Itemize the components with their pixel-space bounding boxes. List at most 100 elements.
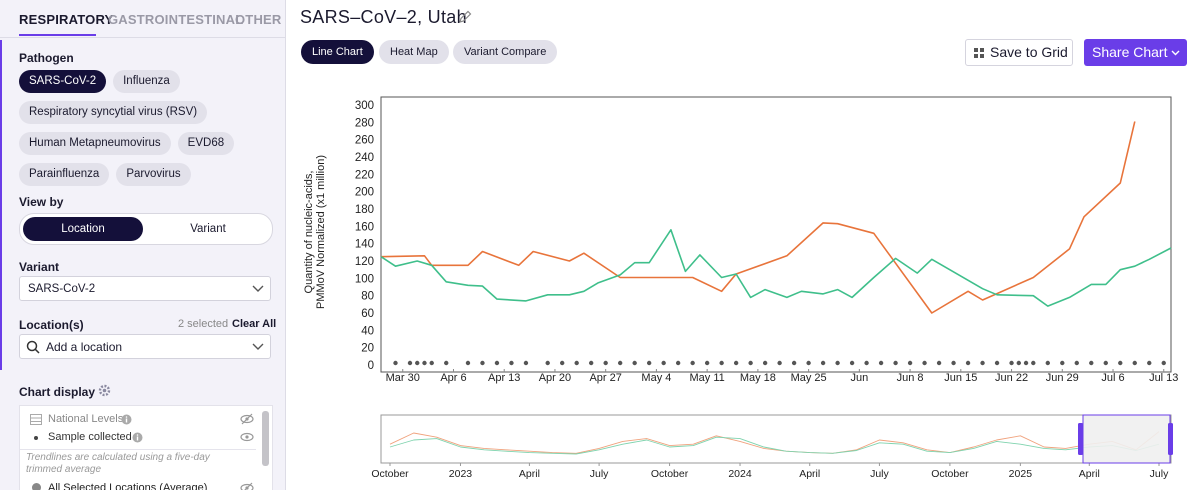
section-label: Pathogen [19, 51, 74, 65]
sample-dot [480, 360, 485, 366]
display-panel: National Levels Sample collected Trendli… [19, 405, 273, 490]
x-tick-label: Jul 13 [1149, 372, 1178, 384]
divider [0, 37, 285, 38]
button-text: Save to Grid [990, 44, 1068, 60]
series-line [389, 436, 1160, 455]
y-tick-label: 300 [355, 100, 374, 112]
brush-handle[interactable] [1078, 423, 1083, 455]
page-title: SARS–CoV–2, Utah [300, 7, 467, 27]
sample-dot [1161, 360, 1166, 366]
select-value: SARS-CoV-2 [28, 283, 96, 295]
sample-dot [922, 360, 927, 366]
chip[interactable]: EVD68 [177, 132, 235, 155]
display-item: Sample collected [48, 431, 132, 443]
plot-frame [380, 96, 1172, 373]
grid-icon [30, 414, 42, 425]
toggle-option[interactable]: Variant [190, 223, 226, 235]
sample-dot [719, 360, 724, 366]
sample-dot [951, 360, 956, 366]
x-tick-label: Mar 30 [386, 372, 420, 384]
chevron [252, 285, 264, 292]
edit-icon[interactable] [458, 10, 472, 24]
search-icon [26, 340, 40, 354]
section-label: Variant [19, 260, 60, 274]
x-tick-label: October [931, 468, 969, 480]
sample-dot [690, 360, 695, 366]
scrollbar [262, 411, 269, 466]
sidebar: RESPIRATORY GASTROINTESTINAL OTHER Patho… [0, 0, 286, 490]
divider [20, 449, 256, 450]
overview-frame [380, 414, 1172, 464]
sample-dot [494, 360, 500, 366]
y-tick-label: 220 [355, 169, 374, 181]
x-tick-label: May 25 [791, 372, 827, 384]
y-tick-label: 280 [355, 117, 374, 129]
tab-underline [19, 34, 96, 36]
x-tick-label: Apr 27 [589, 372, 621, 384]
chip[interactable]: Parvovirus [116, 163, 191, 186]
eye-icon[interactable] [240, 431, 254, 443]
y-axis-label: Quantity of nucleic-acids, [303, 171, 315, 294]
y-tick-label: 100 [355, 273, 374, 285]
sample-dot [422, 360, 427, 366]
y-tick-label: 40 [361, 325, 374, 337]
sample-dot [545, 360, 550, 366]
sample-dot [393, 360, 398, 366]
display-item: All Selected Locations (Average) [48, 482, 208, 490]
location-input[interactable]: Add a location [19, 334, 271, 359]
gear-icon[interactable] [98, 384, 111, 397]
chip[interactable]: Influenza [113, 70, 180, 93]
x-tick-label: October [371, 468, 409, 480]
y-tick-label: 140 [355, 239, 374, 251]
share-button[interactable]: Share Chart [1084, 39, 1187, 66]
sample-dot [849, 360, 855, 366]
sample-dot [806, 360, 811, 366]
chip[interactable]: SARS-CoV-2 [19, 70, 107, 93]
sample-dot [820, 360, 826, 366]
sample-dot [1074, 360, 1079, 366]
x-tick-label: May 4 [641, 372, 671, 384]
chart-type-button[interactable]: Variant Compare [453, 40, 558, 64]
chip[interactable]: Human Metapneumovirus [19, 132, 171, 155]
legend-dot [32, 483, 41, 490]
y-axis-label: PMMoV Normalized (x1 million) [315, 155, 327, 309]
sample-dot [465, 360, 471, 366]
x-tick-label: April [519, 468, 540, 480]
sample-dot [429, 360, 434, 366]
y-tick-label: 0 [368, 360, 374, 372]
toggle-option[interactable]: Location [23, 217, 143, 241]
chevron [252, 343, 264, 350]
y-tick-label: 20 [361, 343, 374, 355]
sample-dot [1045, 360, 1050, 366]
x-tick-label: July [1150, 468, 1169, 480]
sample-dot [1118, 360, 1123, 366]
x-tick-label: October [651, 468, 689, 480]
chart-type-button[interactable]: Heat Map [379, 40, 449, 64]
eye-off-icon[interactable] [240, 482, 254, 490]
placeholder: Add a location [46, 340, 123, 354]
chart-type-button[interactable]: Line Chart [301, 40, 374, 64]
tab[interactable]: OTHER [235, 12, 282, 27]
x-tick-label: Jun 8 [897, 372, 924, 384]
pathogen-chips: SARS-CoV-2 Influenza Respiratory syncyti… [19, 70, 271, 186]
eye-off-icon[interactable] [240, 413, 254, 425]
x-tick-label: Apr 20 [539, 372, 571, 384]
chip[interactable]: Parainfluenza [19, 163, 110, 186]
variant-select[interactable]: SARS-CoV-2 [19, 276, 271, 301]
button-text: Share Chart [1092, 44, 1168, 60]
accent-bar [0, 40, 2, 370]
x-tick-label: April [1079, 468, 1100, 480]
save-button[interactable]: Save to Grid [965, 39, 1073, 66]
section-label: Chart display [19, 385, 96, 399]
sample-dot [1089, 360, 1094, 366]
chip[interactable]: Respiratory syncytial virus (RSV) [19, 101, 208, 124]
tab[interactable]: RESPIRATORY [19, 12, 114, 27]
x-tick-label: 2025 [1009, 468, 1033, 480]
clear-all[interactable]: Clear All [232, 318, 277, 330]
brush-handle[interactable] [1168, 423, 1173, 455]
y-tick-label: 60 [361, 308, 374, 320]
tab[interactable]: GASTROINTESTINAL [108, 12, 244, 27]
sample-dot [1016, 360, 1021, 366]
info-icon [121, 414, 132, 425]
